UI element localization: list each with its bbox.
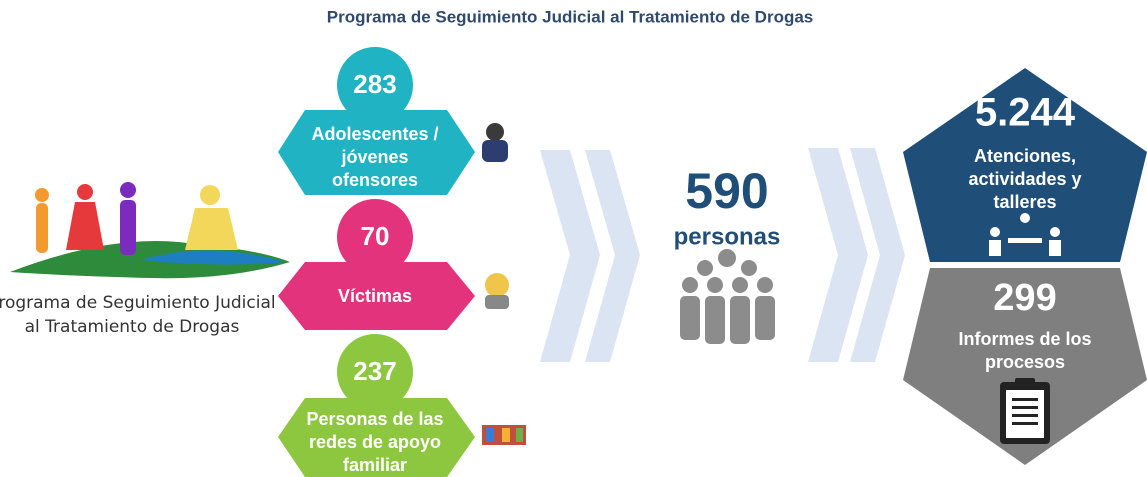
icon: [482, 425, 526, 445]
clipboard-icon: [1000, 378, 1050, 444]
group-label: redes de apoyo: [309, 432, 441, 452]
output-value: 299: [993, 277, 1056, 319]
title: Programa de Seguimiento Judicial al Trat…: [327, 7, 814, 26]
group-label: Adolescentes /: [311, 124, 438, 144]
logo-line: al Tratamiento de Drogas: [25, 317, 240, 337]
output-label: procesos: [985, 352, 1065, 372]
group-value: 237: [353, 356, 396, 386]
total-value: 590: [685, 163, 768, 219]
group-value: 70: [361, 221, 390, 251]
group-label: jóvenes: [340, 147, 408, 167]
output-label: actividades y: [968, 169, 1081, 189]
group-label: ofensores: [332, 170, 418, 190]
group-label: Personas de las: [306, 409, 443, 429]
infographic: Programa de Seguimiento Judicial al Trat…: [0, 0, 1147, 477]
group-value: 283: [353, 69, 396, 99]
output-label: talleres: [993, 192, 1056, 212]
group-label: Víctimas: [338, 286, 412, 306]
logo-line: Programa de Seguimiento Judicial: [0, 293, 276, 313]
logo: Programa de Seguimiento Judicial al Trat…: [0, 182, 290, 337]
output-value: 5.244: [975, 91, 1076, 135]
group-label: familiar: [343, 455, 407, 475]
icon: [485, 273, 509, 309]
output-label: Informes de los: [958, 329, 1091, 349]
icon: [482, 123, 508, 162]
total-label: personas: [674, 223, 781, 250]
people-icon: [680, 249, 775, 344]
output-label: Atenciones,: [974, 146, 1076, 166]
